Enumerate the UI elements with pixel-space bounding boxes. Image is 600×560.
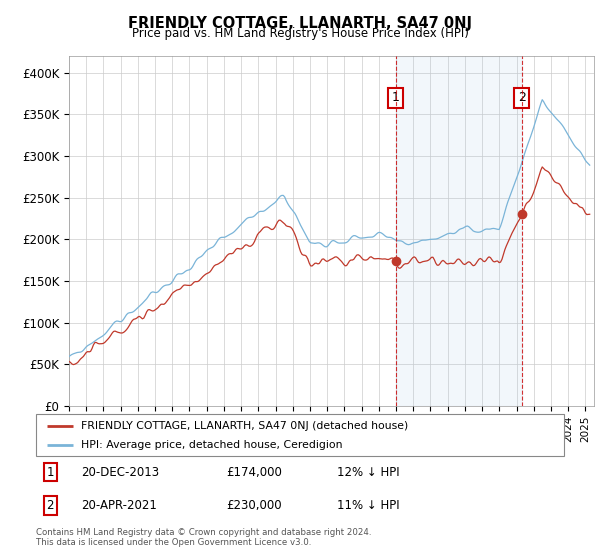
Text: 2: 2 <box>518 91 526 104</box>
Text: 11% ↓ HPI: 11% ↓ HPI <box>337 499 400 512</box>
Bar <box>395 56 522 406</box>
Text: Contains HM Land Registry data © Crown copyright and database right 2024.
This d: Contains HM Land Registry data © Crown c… <box>36 528 371 547</box>
Text: 1: 1 <box>47 465 54 479</box>
Text: 12% ↓ HPI: 12% ↓ HPI <box>337 465 400 479</box>
Text: £174,000: £174,000 <box>226 465 282 479</box>
Text: 2: 2 <box>47 499 54 512</box>
Text: 20-APR-2021: 20-APR-2021 <box>81 499 157 512</box>
Text: FRIENDLY COTTAGE, LLANARTH, SA47 0NJ: FRIENDLY COTTAGE, LLANARTH, SA47 0NJ <box>128 16 472 31</box>
Text: £230,000: £230,000 <box>226 499 282 512</box>
Text: 1: 1 <box>392 91 400 104</box>
Text: HPI: Average price, detached house, Ceredigion: HPI: Average price, detached house, Cere… <box>81 440 343 450</box>
Text: FRIENDLY COTTAGE, LLANARTH, SA47 0NJ (detached house): FRIENDLY COTTAGE, LLANARTH, SA47 0NJ (de… <box>81 421 408 431</box>
Text: Price paid vs. HM Land Registry's House Price Index (HPI): Price paid vs. HM Land Registry's House … <box>131 27 469 40</box>
Text: 20-DEC-2013: 20-DEC-2013 <box>81 465 159 479</box>
